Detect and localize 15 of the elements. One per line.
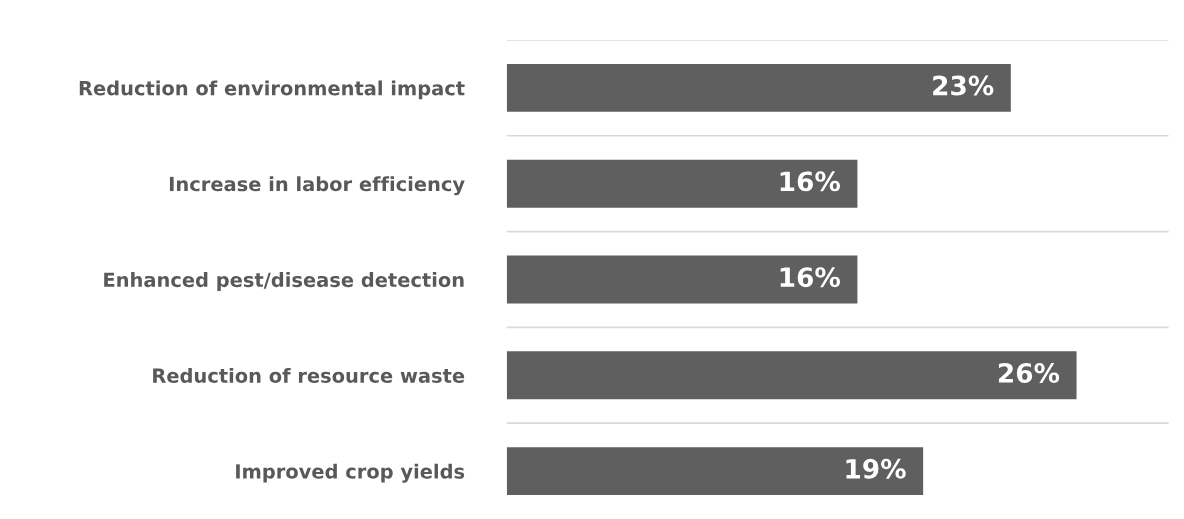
y-tick-label: Reduction of resource waste — [153, 367, 465, 383]
data-label: 19% — [846, 458, 906, 479]
bar — [506, 351, 1077, 400]
data-label: 23% — [933, 75, 994, 96]
y-tick-label: Enhanced pest/disease detection — [104, 272, 464, 291]
data-label: 16% — [780, 267, 841, 288]
data-label: 16% — [780, 171, 841, 192]
y-tick-label: Increase in labor efficiency — [169, 176, 465, 196]
bar — [506, 255, 858, 304]
data-label: 26% — [998, 362, 1060, 383]
bar — [506, 63, 1011, 112]
bar — [506, 447, 924, 496]
y-tick-label: Reduction of environmental impact — [79, 80, 465, 100]
bar — [506, 159, 858, 208]
y-tick-label: Improved crop yields — [236, 463, 465, 483]
